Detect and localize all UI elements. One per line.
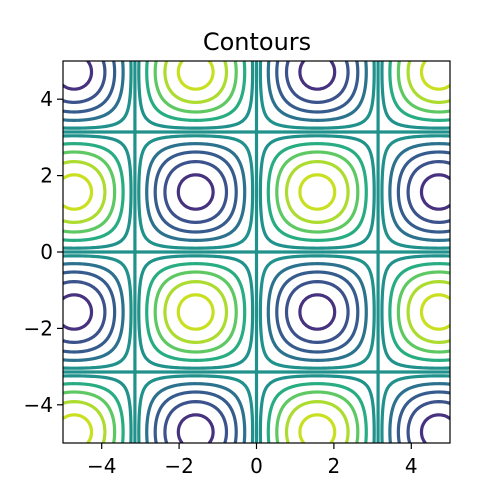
contour-lines bbox=[63, 61, 450, 443]
x-tick-label: 2 bbox=[328, 454, 341, 478]
chart-title: Contours bbox=[203, 28, 311, 56]
x-tick-label: −2 bbox=[164, 454, 193, 478]
contour-level--0.5 bbox=[63, 61, 450, 443]
contour-level--0.1 bbox=[63, 61, 450, 443]
contour-level-0.1 bbox=[63, 61, 450, 443]
contour-level--0.9 bbox=[63, 61, 450, 443]
contour-level-0.3 bbox=[63, 61, 450, 443]
y-tick-label: −4 bbox=[24, 393, 53, 417]
axis-ticks: −4 −2 0 2 4 −4 −2 0 2 4 bbox=[24, 87, 418, 478]
contour-level--0.3 bbox=[63, 61, 450, 443]
contour-level-0.5 bbox=[63, 61, 450, 443]
x-tick-label: 0 bbox=[250, 454, 263, 478]
y-tick-label: 2 bbox=[40, 164, 53, 188]
y-tick-label: 4 bbox=[40, 87, 53, 111]
x-tick-label: 4 bbox=[405, 454, 418, 478]
contour-level-0.7 bbox=[63, 61, 450, 443]
x-tick-label: −4 bbox=[87, 454, 116, 478]
y-tick-label: −2 bbox=[24, 316, 53, 340]
y-tick-label: 0 bbox=[40, 240, 53, 264]
contour-level--0.7 bbox=[63, 61, 450, 443]
